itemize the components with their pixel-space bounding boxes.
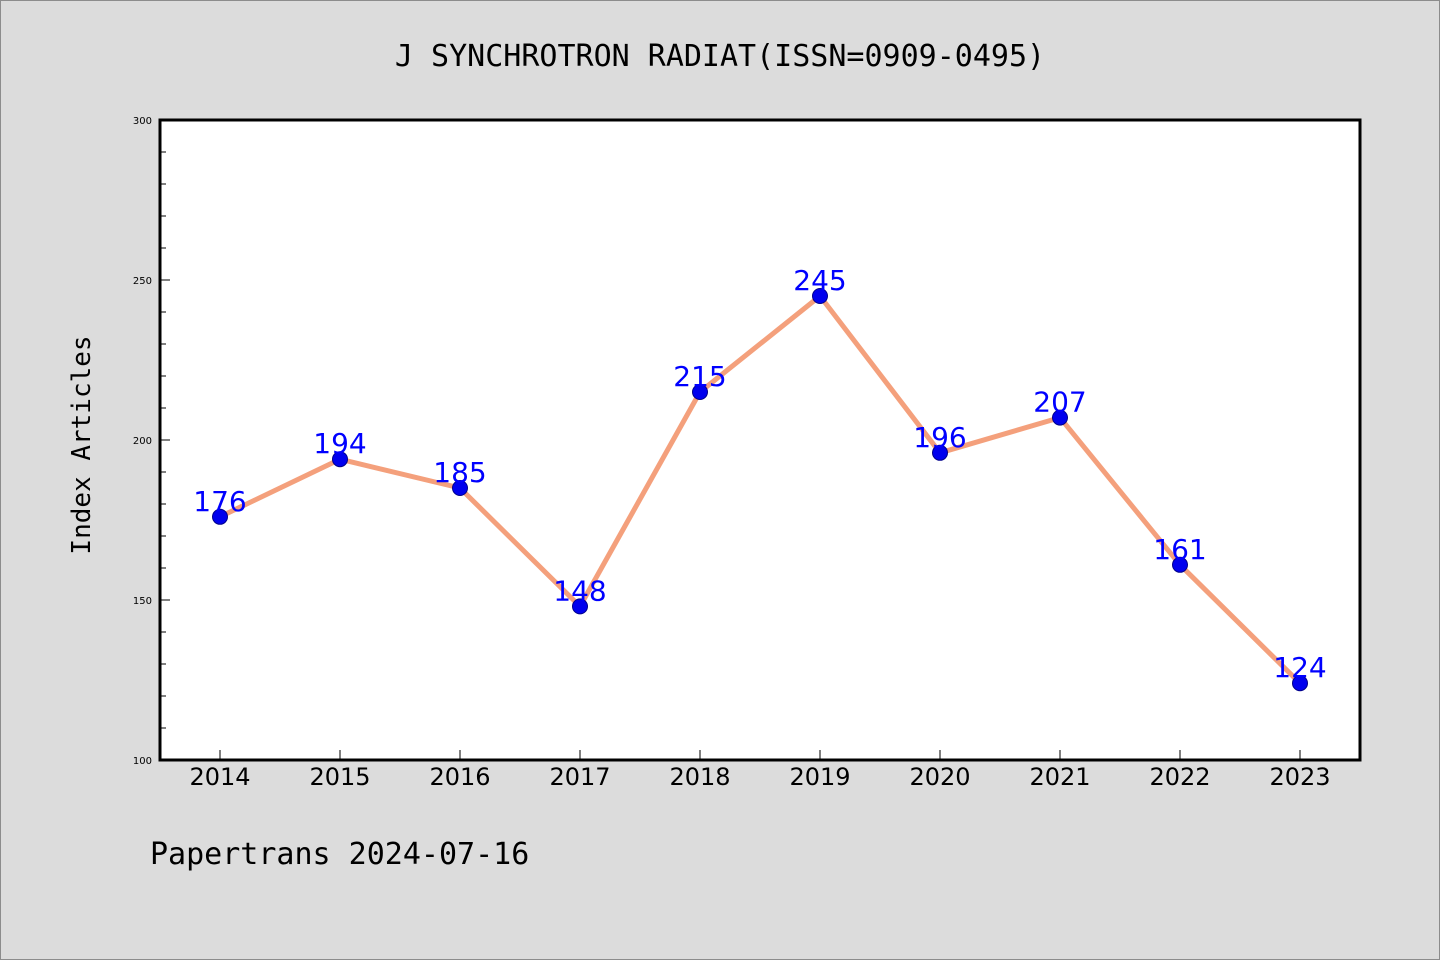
y-tick-label: 250 [133,276,152,287]
x-axis: 2014 2015 2016 2017 2018 2019 2020 2021 2022 2023 [189,750,1331,791]
x-tick-label: 2018 [669,763,730,791]
data-label: 148 [553,574,606,607]
series-line-layer [217,293,1303,686]
data-point-marker [452,480,468,496]
y-tick-label: 150 [133,596,152,607]
x-tick-label: 2023 [1269,763,1330,791]
data-label: 215 [673,360,726,393]
data-label: 185 [433,456,486,489]
chart-title: J SYNCHROTRON RADIAT(ISSN=0909-0495) [395,39,1045,74]
data-label: 161 [1153,533,1206,566]
data-point-marker [932,444,948,461]
x-tick-label: 2019 [789,763,850,791]
data-point-marker [692,384,708,400]
y-axis: 100 150 200 250 300 [133,116,170,767]
x-tick-label: 2017 [549,763,610,791]
y-tick-label: 300 [133,116,152,127]
x-tick-label: 2021 [1029,763,1090,791]
data-point-marker [332,451,348,468]
plot-area [160,120,1360,760]
y-tick-label: 100 [133,756,152,767]
data-label: 196 [913,421,966,454]
data-point-marker [572,598,588,615]
data-labels: 176 194 185 148 215 245 196 207 161 124 [193,264,1326,684]
footer-source-date: Papertrans 2024-07-16 [150,837,529,872]
y-tick-label: 200 [133,436,152,447]
data-markers [212,288,1308,692]
data-label: 194 [313,427,366,460]
data-label: 207 [1033,386,1086,419]
plot-border [158,118,1362,762]
data-point-marker [1052,409,1068,426]
data-point-marker [1292,675,1308,692]
x-tick-label: 2022 [1149,763,1210,791]
x-tick-label: 2016 [429,763,490,791]
data-label: 124 [1273,651,1326,684]
data-label: 176 [193,485,246,518]
data-point-marker [212,508,228,525]
series-line [217,293,1303,686]
y-axis-label: Index Articles [67,335,97,554]
data-label: 245 [793,264,846,297]
x-tick-label: 2015 [309,763,370,791]
data-point-marker [1172,556,1188,573]
data-point-marker [812,288,828,304]
x-tick-label: 2014 [189,763,250,791]
x-tick-label: 2020 [909,763,970,791]
